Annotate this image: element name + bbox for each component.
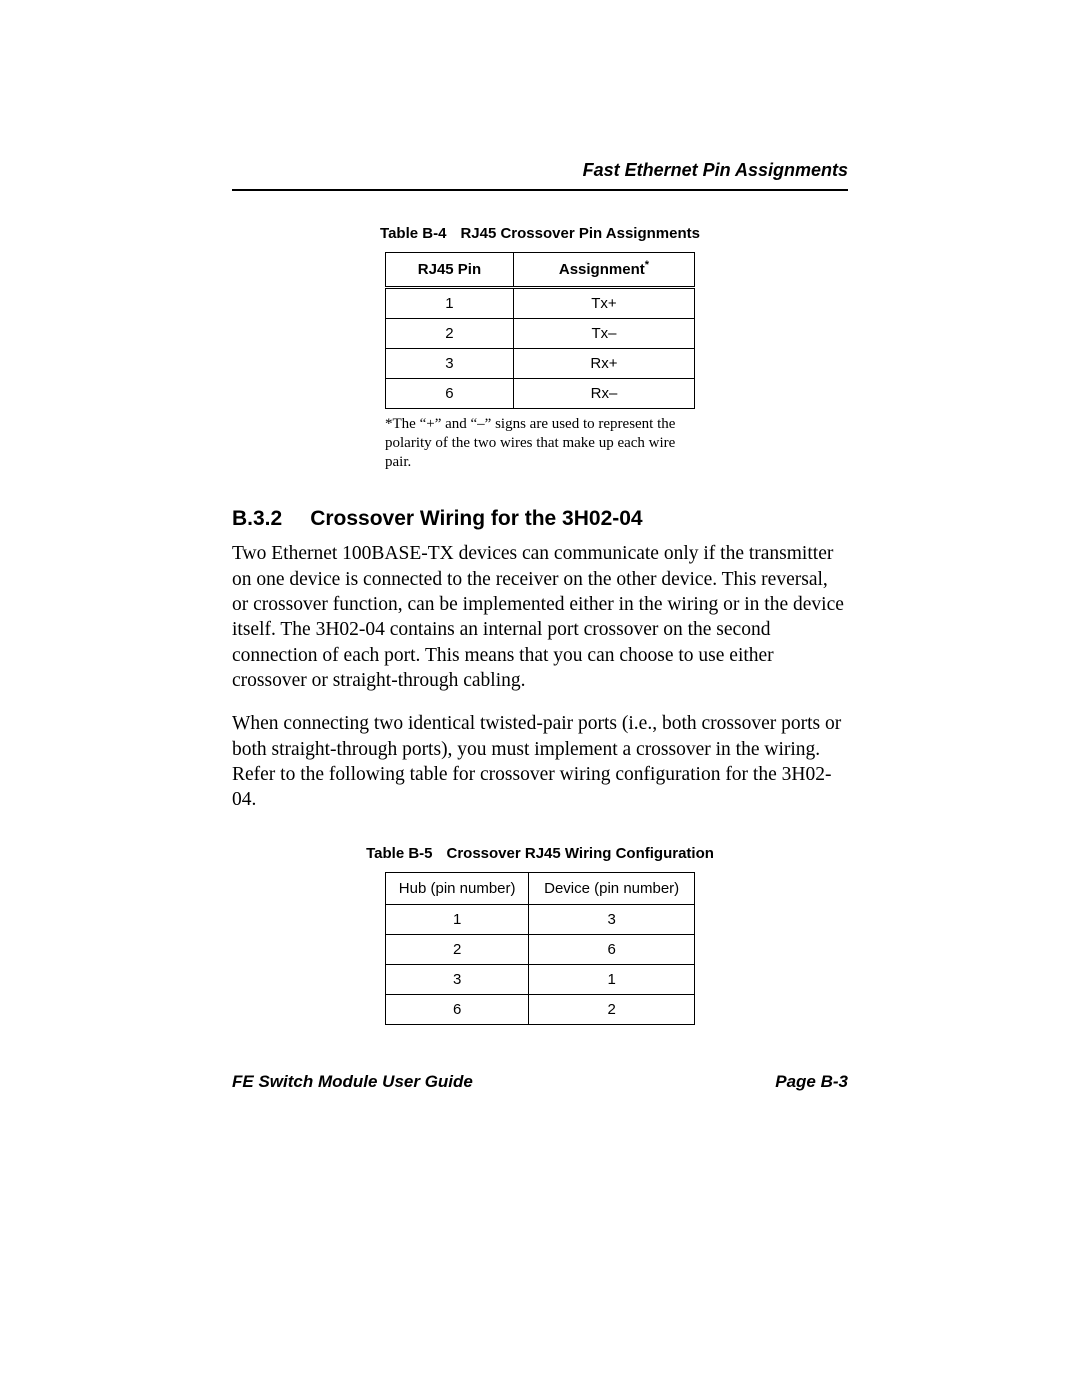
table1-caption: Table B-4 RJ45 Crossover Pin Assignments [232,225,848,242]
table1-header-sup: * [645,259,649,271]
table1-header-assign-text: Assignment [559,261,645,278]
table-row: 6 2 [386,994,695,1024]
section-title: Crossover Wiring for the 3H02-04 [310,507,642,530]
table2-caption-title: Crossover RJ45 Wiring Configuration [447,845,714,862]
table1-caption-title: RJ45 Crossover Pin Assignments [460,225,700,242]
cell-pin: 3 [386,349,514,379]
table1-header-assign: Assignment* [513,253,694,288]
cell-hub: 6 [386,994,529,1024]
table2-header-dev: Device (pin number) [529,872,695,904]
table2-header-row: Hub (pin number) Device (pin number) [386,872,695,904]
table-row: 3 1 [386,964,695,994]
table2-caption: Table B-5 Crossover RJ45 Wiring Configura… [232,845,848,862]
page-content: Fast Ethernet Pin Assignments Table B-4 R… [232,160,848,1025]
table1-wrap: RJ45 Pin Assignment* 1 Tx+ 2 Tx– 3 Rx+ [232,252,848,409]
table-row: 6 Rx– [386,379,695,409]
cell-dev: 6 [529,934,695,964]
cell-hub: 2 [386,934,529,964]
body-paragraph-1: Two Ethernet 100BASE-TX devices can comm… [232,541,848,693]
footer-left: FE Switch Module User Guide [232,1072,473,1092]
cell-assign: Tx– [513,319,694,349]
cell-dev: 2 [529,994,695,1024]
body-paragraph-2: When connecting two identical twisted-pa… [232,711,848,812]
table1-footnote: *The “+” and “–” signs are used to repre… [385,415,695,471]
cell-dev: 1 [529,964,695,994]
page-footer: FE Switch Module User Guide Page B-3 [232,1072,848,1092]
header-rule [232,189,848,191]
table2-header-hub: Hub (pin number) [386,872,529,904]
section-heading: B.3.2 Crossover Wiring for the 3H02-04 [232,507,848,531]
cell-assign: Rx+ [513,349,694,379]
cell-pin: 1 [386,288,514,319]
crossover-wiring-table: Hub (pin number) Device (pin number) 1 3… [385,872,695,1025]
cell-pin: 6 [386,379,514,409]
table2-caption-label: Table B-5 [366,845,432,862]
cell-pin: 2 [386,319,514,349]
cell-hub: 3 [386,964,529,994]
footer-right: Page B-3 [775,1072,848,1092]
table1-header-pin: RJ45 Pin [386,253,514,288]
running-head: Fast Ethernet Pin Assignments [232,160,848,189]
cell-dev: 3 [529,904,695,934]
cell-assign: Tx+ [513,288,694,319]
table1-caption-label: Table B-4 [380,225,446,242]
cell-assign: Rx– [513,379,694,409]
table2-wrap: Hub (pin number) Device (pin number) 1 3… [232,872,848,1025]
table-row: 1 Tx+ [386,288,695,319]
table1-header-row: RJ45 Pin Assignment* [386,253,695,288]
table-row: 2 Tx– [386,319,695,349]
table-row: 1 3 [386,904,695,934]
rj45-pin-table: RJ45 Pin Assignment* 1 Tx+ 2 Tx– 3 Rx+ [385,252,695,409]
table-row: 2 6 [386,934,695,964]
table-row: 3 Rx+ [386,349,695,379]
cell-hub: 1 [386,904,529,934]
section-number: B.3.2 [232,507,282,530]
